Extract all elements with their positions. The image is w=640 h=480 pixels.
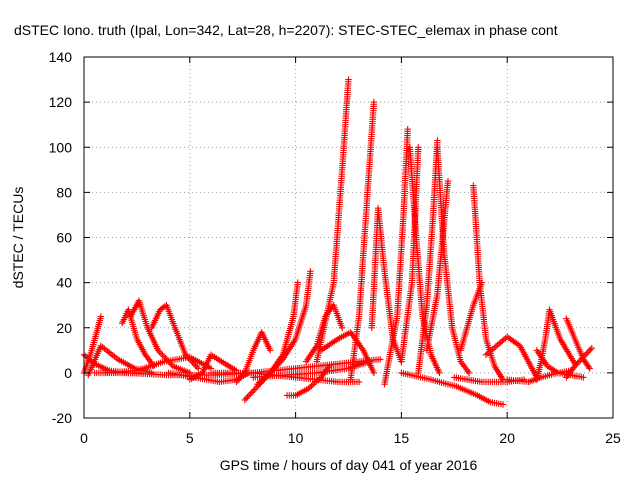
y-tick-label: 40 [56,275,72,291]
series-track [250,358,373,381]
y-tick-label: 80 [56,184,72,200]
y-tick-label: -20 [52,410,72,426]
y-tick-label: 0 [64,365,72,381]
chart-title: dSTEC Iono. truth (Ipal, Lon=342, Lat=28… [14,22,558,38]
series-track [313,76,352,365]
series-points [233,329,274,386]
series-track [381,126,411,388]
series-track [127,297,193,377]
series-points [563,344,595,381]
series-track [423,177,452,354]
y-tick-label: 60 [56,230,72,246]
series-points [398,369,507,408]
axis-ticks: 0 5 10 15 20 25 -20 0 20 40 60 80 100 120 140 [49,49,621,446]
y-tick-label: 100 [49,139,73,155]
series-track [470,182,507,383]
series-points [250,358,373,381]
series-points [381,126,411,388]
series-points [398,144,422,365]
series-track [368,205,405,365]
series-points [434,144,473,377]
x-axis-label: GPS time / hours of day 041 of year 2016 [220,457,478,473]
series-points [533,347,587,381]
series-points [457,279,485,354]
series-track [457,279,485,354]
series-points [347,98,378,383]
x-tick-label: 10 [288,430,304,446]
series-points [127,297,193,377]
series-track [533,347,587,381]
y-tick-label: 140 [49,49,73,65]
x-tick-label: 0 [80,430,88,446]
series-track [233,329,274,386]
series-track [563,344,595,381]
y-tick-label: 120 [49,94,73,110]
series-track [533,306,579,383]
series-track [347,98,378,383]
series-track [118,306,157,370]
series-points [368,205,405,365]
series-track [398,369,507,408]
series-track [482,333,540,381]
data-marks [80,76,595,408]
y-tick-label: 20 [56,320,72,336]
x-tick-label: 25 [605,430,621,446]
series-track [398,144,422,365]
series-points [482,333,540,381]
series-points [470,182,507,383]
series-points [533,306,579,383]
y-axis-label: dSTEC / TECUs [10,187,26,289]
series-points [313,76,352,365]
series-track [434,144,473,377]
x-tick-label: 20 [499,430,515,446]
x-tick-label: 15 [394,430,410,446]
series-points [423,177,452,354]
x-tick-label: 5 [186,430,194,446]
series-points [118,306,157,370]
